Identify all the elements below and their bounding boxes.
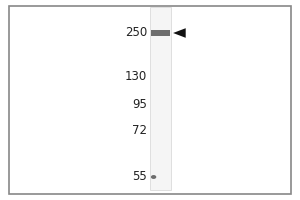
- Text: 130: 130: [125, 71, 147, 84]
- Polygon shape: [173, 28, 186, 38]
- Bar: [151, 30, 170, 36]
- Text: 95: 95: [132, 98, 147, 112]
- Text: 250: 250: [125, 26, 147, 40]
- Ellipse shape: [151, 175, 156, 179]
- Text: 72: 72: [132, 124, 147, 138]
- Bar: [150, 7, 171, 190]
- Text: 55: 55: [132, 170, 147, 184]
